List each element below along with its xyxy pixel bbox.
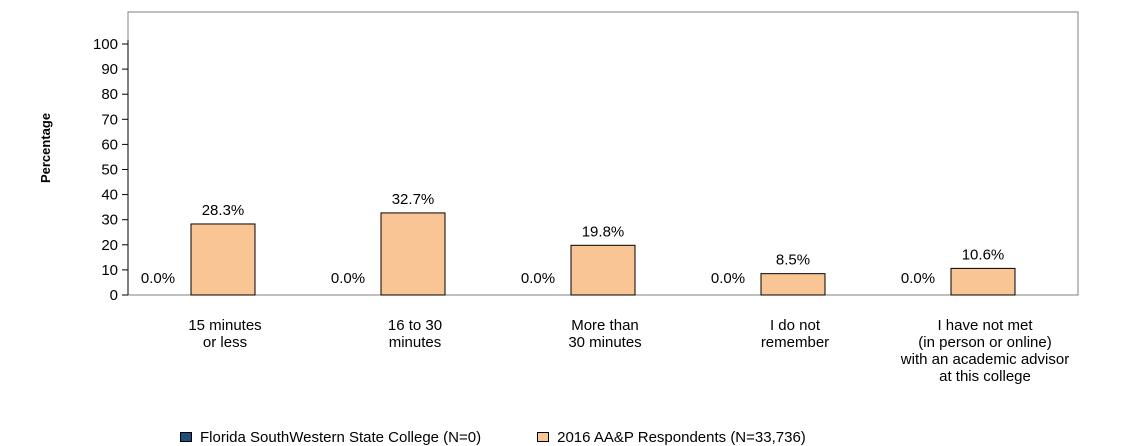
y-tick-label: 90 <box>101 61 118 78</box>
y-tick-label: 20 <box>101 237 118 254</box>
data-label-respondents: 8.5% <box>776 252 810 269</box>
legend-item-respondents: 2016 AA&P Respondents (N=33,736) <box>537 429 806 446</box>
category-label-line: or less <box>203 334 247 351</box>
data-label-college: 0.0% <box>901 270 935 287</box>
bars <box>190 212 1016 296</box>
category-label-line: 30 minutes <box>568 334 641 351</box>
category-label-line: (in person or online) <box>918 334 1051 351</box>
bar-respondents <box>760 273 826 296</box>
category-label-line: I have not met <box>937 317 1033 334</box>
bar-chart: Percentage 0 10 20 30 40 50 60 70 80 90 100 0.0% 28… <box>38 11 1079 385</box>
bar-respondents <box>190 223 256 296</box>
bar-respondents <box>570 244 636 296</box>
y-tick-label: 40 <box>101 187 118 204</box>
data-label-college: 0.0% <box>521 270 555 287</box>
data-label-college: 0.0% <box>331 270 365 287</box>
category-label-line: at this college <box>939 368 1031 385</box>
category-label-line: remember <box>761 334 829 351</box>
data-labels: 0.0% 28.3% 0.0% 32.7% 0.0% 19.8% 0.0% 8.5% 0.0% 1… <box>141 191 1004 287</box>
category-label: 15 minutes or less <box>188 317 261 351</box>
category-label-line: minutes <box>389 334 442 351</box>
y-axis-ticks: 0 10 20 30 40 50 60 70 80 90 100 <box>93 36 128 304</box>
category-label-line: 15 minutes <box>188 317 261 334</box>
category-label: I do not remember <box>761 317 829 351</box>
bar-respondents <box>950 267 1016 296</box>
category-label-line: with an academic advisor <box>900 351 1069 368</box>
y-tick-label: 50 <box>101 162 118 179</box>
y-tick-label: 0 <box>110 287 118 304</box>
data-label-respondents: 28.3% <box>202 202 245 219</box>
y-tick-label: 30 <box>101 212 118 229</box>
legend-swatch-college <box>180 432 192 442</box>
y-tick-label: 100 <box>93 36 118 53</box>
category-label-line: 16 to 30 <box>388 317 442 334</box>
category-label: I have not met (in person or online) with … <box>900 317 1069 385</box>
legend-label-respondents: 2016 AA&P Respondents (N=33,736) <box>557 428 806 446</box>
category-label-line: I do not <box>770 317 821 334</box>
y-tick-label: 10 <box>101 262 118 279</box>
category-label: 16 to 30 minutes <box>388 317 442 351</box>
legend-item-college: Florida SouthWestern State College (N=0) <box>180 429 481 446</box>
y-tick-label: 70 <box>101 111 118 128</box>
bar-respondents <box>380 212 446 296</box>
category-labels: 15 minutes or less 16 to 30 minutes More tha… <box>188 317 1069 385</box>
data-label-respondents: 10.6% <box>962 246 1005 263</box>
y-tick-label: 60 <box>101 136 118 153</box>
data-label-respondents: 19.8% <box>582 223 625 240</box>
data-label-college: 0.0% <box>141 270 175 287</box>
category-label: More than 30 minutes <box>568 317 641 351</box>
legend: Florida SouthWestern State College (N=0)… <box>180 428 806 446</box>
legend-swatch-respondents <box>537 432 550 442</box>
data-label-college: 0.0% <box>711 270 745 287</box>
y-axis-title: Percentage <box>38 113 53 183</box>
data-label-respondents: 32.7% <box>392 191 435 208</box>
legend-label-college: Florida SouthWestern State College (N=0) <box>200 428 482 446</box>
category-label-line: More than <box>571 317 639 334</box>
y-tick-label: 80 <box>101 86 118 103</box>
